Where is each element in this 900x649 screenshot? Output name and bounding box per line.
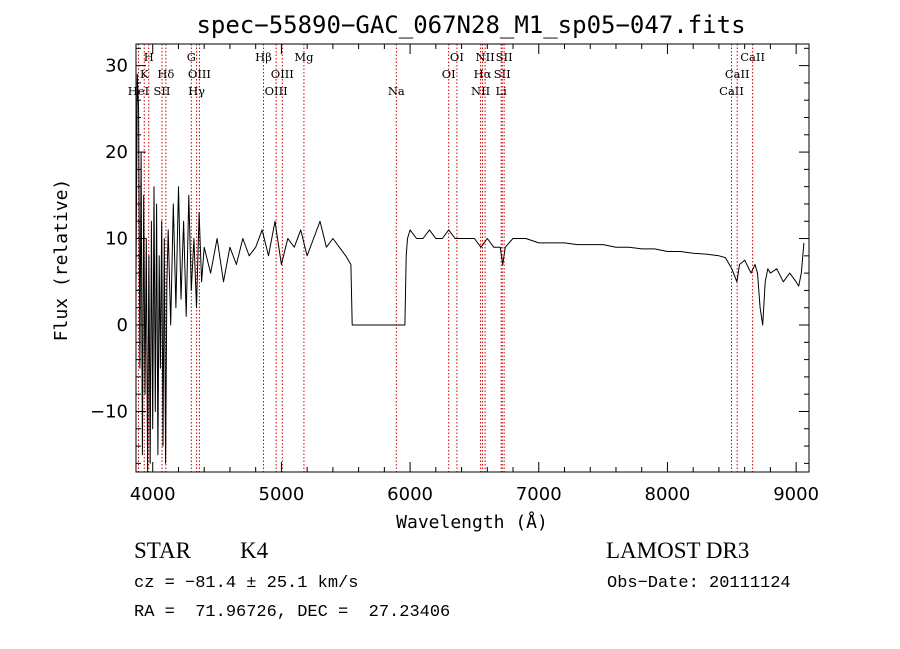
spectral-line-markers: HeIKHSIIHδGHγOIIIHβOIIIOIIIMgNaOIOINIIHα… xyxy=(128,44,765,472)
chart-title: spec−55890−GAC_067N28_M1_sp05−047.fits xyxy=(196,11,745,39)
survey-name: LAMOST DR3 xyxy=(606,538,750,563)
spectral-line-label: OI xyxy=(442,67,456,81)
spectral-line-label: OI xyxy=(450,50,464,64)
x-tick-label: 6000 xyxy=(387,484,433,505)
flux-series-line xyxy=(135,73,805,473)
spectral-line-label: Hγ xyxy=(188,84,205,98)
ra-dec: RA = 71.96726, DEC = 27.23406 xyxy=(134,603,451,622)
y-tick-label: −10 xyxy=(90,401,128,422)
spectral-line-label: SII xyxy=(494,67,511,81)
plot-frame xyxy=(135,43,810,473)
spectral-line-label: H xyxy=(144,50,154,64)
x-tick-label: 4000 xyxy=(130,484,176,505)
spectral-line-label: CaII xyxy=(719,84,744,98)
spectral-line-label: OIII xyxy=(188,67,211,81)
y-axis-label: Flux (relative) xyxy=(51,179,72,342)
spectral-line-label: Hβ xyxy=(255,50,272,64)
redshift-cz: cz = −81.4 ± 25.1 km/s xyxy=(134,574,359,593)
y-tick-label: 30 xyxy=(105,56,128,77)
spectral-line-label: G xyxy=(187,50,196,64)
spectral-line-label: Hδ xyxy=(157,67,174,81)
spectral-line-label: OIII xyxy=(271,67,294,81)
spectral-line-label: NII xyxy=(476,50,495,64)
spectral-line-label: Li xyxy=(496,84,508,98)
y-tick-label: 10 xyxy=(105,229,128,250)
axis-ticks: 4000 5000 6000 7000 8000 9000 −10 0 10 20 30 xyxy=(90,44,819,505)
x-tick-label: 9000 xyxy=(773,484,819,505)
x-tick-label: 7000 xyxy=(516,484,562,505)
spectral-line-label: CaII xyxy=(740,50,765,64)
object-class: STAR xyxy=(134,538,191,563)
spectral-line-label: Na xyxy=(388,84,405,98)
object-subclass: K4 xyxy=(240,538,269,563)
spectral-line-label: NII xyxy=(471,84,490,98)
spectral-line-label: K xyxy=(140,67,149,81)
spectral-line-label: CaII xyxy=(725,67,750,81)
x-tick-label: 5000 xyxy=(259,484,305,505)
spectral-line-label: Mg xyxy=(294,50,314,64)
x-axis-label: Wavelength (Å) xyxy=(396,511,548,533)
spectral-line-label: SII xyxy=(154,84,171,98)
obs-date: Obs−Date: 20111124 xyxy=(607,574,791,593)
spectral-line-label: SII xyxy=(496,50,513,64)
x-tick-label: 8000 xyxy=(645,484,691,505)
y-tick-label: 20 xyxy=(105,142,128,163)
spectral-line-label: OIII xyxy=(265,84,288,98)
y-tick-label: 0 xyxy=(117,315,128,336)
spectral-line-label: Hα xyxy=(474,67,492,81)
